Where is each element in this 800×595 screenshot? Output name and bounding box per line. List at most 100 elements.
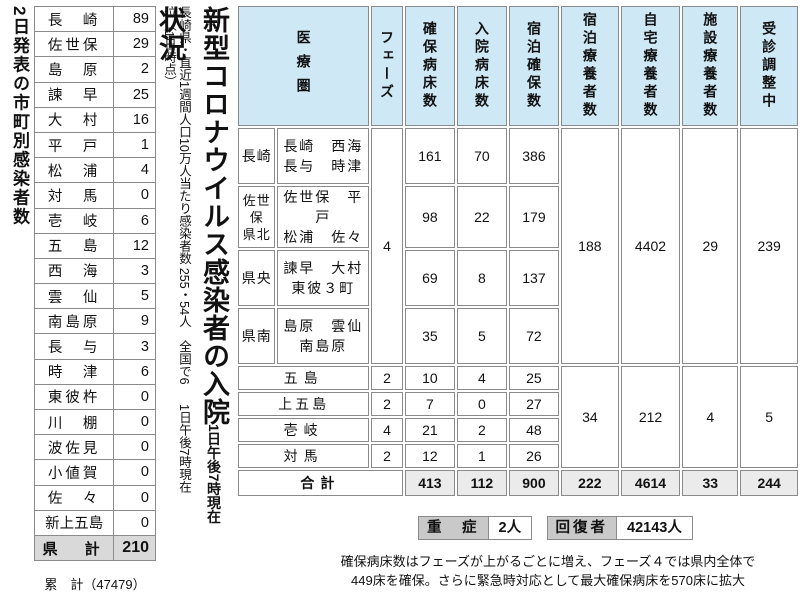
occupied-beds-value: 8: [456, 250, 507, 306]
region-name: 長崎: [238, 128, 276, 184]
table-row: 佐世保 県北 佐世保 平戸松浦 佐々 98 22 179: [238, 186, 798, 248]
municipal-cases-title: 2日発表の市町別感染者数: [10, 6, 29, 227]
municipality-name: 南島原: [33, 308, 115, 335]
status-badge-recovered: 回復者 42143人: [546, 516, 693, 540]
lodging-secured-value: 25: [508, 366, 559, 390]
table-row: 五 島 12: [33, 232, 156, 259]
side-caption-line1: 長崎県・直近1週間人口10万人当たり感染者数 255・54人 全国で6位（1日時…: [162, 6, 191, 385]
municipality-name: 東彼杵: [33, 383, 115, 411]
municipality-count: 6: [113, 207, 156, 234]
municipality-name: 佐 々: [33, 484, 115, 511]
region-detail-line2: 東彼３町: [291, 280, 356, 296]
hospitalization-table-head: 医療圏 フェーズ 確保病床数 入院病床数 宿泊確保数 宿泊療養者数 自宅療養者数…: [238, 6, 798, 126]
lodging-secured-value: 179: [508, 186, 559, 248]
occupied-beds-value: 22: [456, 186, 507, 248]
table-row: 大 村 16: [33, 106, 156, 133]
municipality-name: 平 戸: [33, 131, 115, 159]
lodging-secured-value: 27: [508, 392, 559, 416]
recovered-label: 回復者: [547, 517, 618, 539]
municipality-count: 0: [113, 484, 156, 511]
region-detail: 長崎 西海 長与 時津: [277, 128, 370, 184]
table-row: 波佐見 0: [33, 434, 156, 461]
municipality-name: 対 馬: [33, 182, 115, 209]
municipality-count: 3: [113, 257, 156, 285]
region-name: 佐世保 県北: [238, 186, 276, 248]
table-row-total: 合計 413 112 900 222 4614 33 244: [238, 470, 798, 496]
municipality-name: 佐世保: [33, 31, 115, 58]
region-name: 県南: [238, 308, 276, 364]
island-name: 対馬: [238, 444, 370, 468]
phase-value: 2: [371, 444, 403, 468]
municipality-name: 五 島: [33, 232, 115, 259]
footnote-line2: 449床を確保。さらに緊急時対応として最大確保病床を570床に拡大: [351, 573, 745, 588]
occupied-beds-value: 0: [456, 392, 507, 416]
table-row: 長崎 長崎 西海 長与 時津 4 161 70 386 188 4402 29 2…: [238, 128, 798, 364]
secured-beds-value: 12: [404, 444, 455, 468]
municipality-count: 12: [113, 232, 156, 259]
col-header-occupied-beds: 入院病床数: [456, 6, 507, 126]
municipality-count: 0: [113, 459, 156, 486]
summary-badges: 重 症 2人 回復者 42143人: [418, 516, 703, 540]
phase-value: 2: [371, 392, 403, 416]
total-label: 合計: [238, 470, 403, 496]
secured-beds-value: 7: [404, 392, 455, 416]
municipality-name: 雲 仙: [33, 283, 115, 310]
region-detail-line1: 長崎 西海: [283, 138, 364, 154]
occupied-beds-value: 4: [456, 366, 507, 390]
occupied-beds-value: 1: [456, 444, 507, 468]
awaiting-consult-islands: 5: [740, 366, 798, 468]
municipality-name: 川 棚: [33, 408, 115, 436]
footnote-line1: 確保病床数はフェーズが上がるごとに増え、フェーズ４では県内全体で: [340, 554, 756, 569]
municipality-name: 長 崎: [33, 5, 115, 33]
page-title: 新型コロナウイルス感染者の入院状況: [155, 6, 229, 426]
municipality-count: 25: [113, 81, 156, 108]
col-header-lodging-secured: 宿泊確保数: [508, 6, 559, 126]
total-lodging-patients: 222: [561, 470, 619, 496]
facility-patients-islands: 4: [682, 366, 739, 468]
municipality-count: 29: [113, 31, 156, 58]
col-header-medical-area: 医療圏: [238, 6, 370, 126]
municipality-count: 3: [113, 333, 156, 360]
secured-beds-value: 35: [404, 308, 455, 364]
col-header-phase: フェーズ: [371, 6, 403, 126]
secured-beds-value: 21: [404, 418, 455, 442]
region-detail-line2: 松浦 佐々: [283, 229, 364, 245]
prefecture-total-label: 県 計: [33, 534, 115, 562]
region-detail-line1: 諫早 大村: [283, 260, 364, 276]
table-row: 五島 2 10 4 25 34 212 4 5: [238, 366, 798, 468]
region-detail-line1: 佐世保 平戸: [283, 189, 364, 225]
table-row: 新上五島 0: [33, 509, 156, 536]
municipality-count: 1: [113, 131, 156, 159]
table-row-total: 県 計 210: [33, 534, 156, 562]
municipality-name: 大 村: [33, 106, 115, 133]
municipality-name: 諫 早: [33, 81, 115, 108]
occupied-beds-value: 70: [456, 128, 507, 184]
secured-beds-value: 98: [404, 186, 455, 248]
municipality-name: 壱 岐: [33, 207, 115, 234]
table-row: 長 崎 89: [33, 5, 156, 33]
recovered-value: 42143人: [617, 517, 692, 539]
col-header-secured-beds: 確保病床数: [404, 6, 455, 126]
lodging-secured-value: 48: [508, 418, 559, 442]
total-secured-beds: 413: [404, 470, 455, 496]
phase-mainland: 4: [371, 128, 403, 364]
secured-beds-value: 10: [404, 366, 455, 390]
home-patients-mainland: 4402: [620, 128, 681, 364]
home-patients-islands: 212: [620, 366, 681, 468]
table-row: 上五島 2 7 0 27: [238, 392, 798, 416]
municipality-name: 西 海: [33, 257, 115, 285]
table-row: 小値賀 0: [33, 459, 156, 486]
hospitalization-table: 医療圏 フェーズ 確保病床数 入院病床数 宿泊確保数 宿泊療養者数 自宅療養者数…: [236, 4, 800, 498]
footnote: 確保病床数はフェーズが上がるごとに増え、フェーズ４では県内全体で 449床を確保…: [300, 552, 796, 590]
municipality-name: 波佐見: [33, 434, 115, 461]
phase-value: 2: [371, 366, 403, 390]
municipality-count: 0: [113, 383, 156, 411]
municipality-count: 0: [113, 408, 156, 436]
